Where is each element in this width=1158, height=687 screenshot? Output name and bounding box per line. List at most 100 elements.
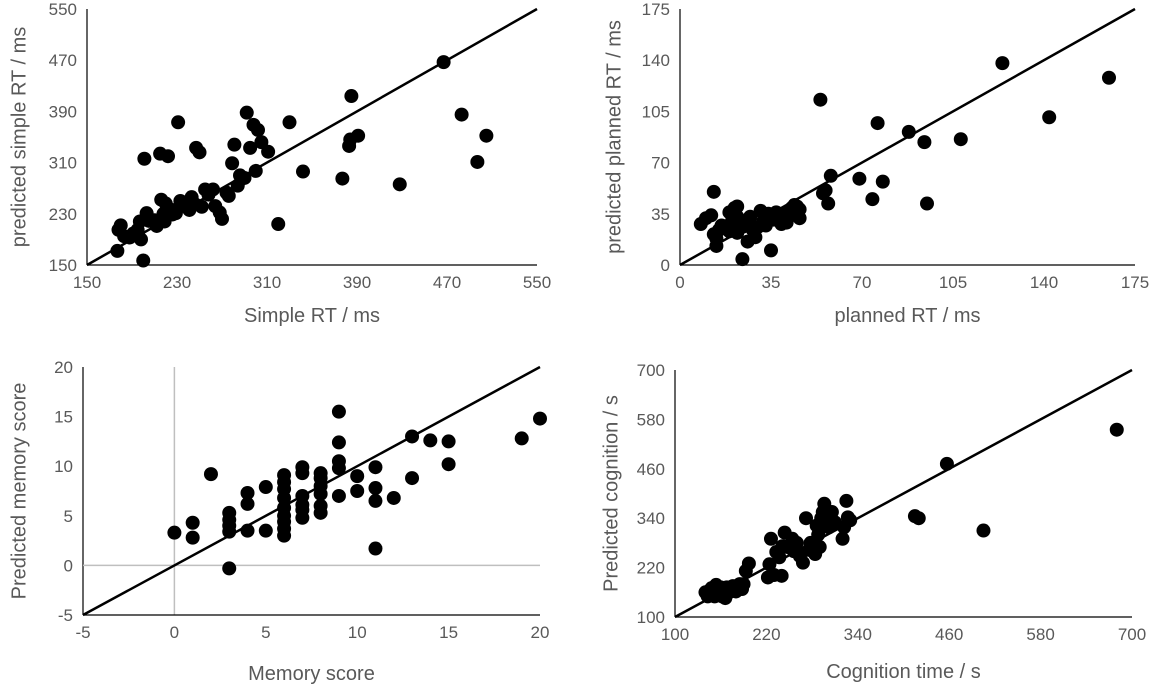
data-point: [271, 217, 286, 232]
data-point: [350, 469, 365, 484]
x-tick-label: 470: [433, 273, 461, 292]
data-point: [368, 481, 383, 496]
x-tick-label: 20: [531, 623, 550, 642]
x-tick-label: 230: [163, 273, 191, 292]
data-point: [351, 128, 366, 143]
data-point: [852, 171, 867, 186]
panel-simple-rt: 150 230 310 390 470 550 150 230 310 390 470 550 Simp…: [8, 0, 551, 327]
data-point: [811, 527, 826, 542]
data-point: [240, 523, 255, 538]
x-tick-label: 70: [853, 273, 872, 292]
data-point: [835, 531, 850, 546]
data-point: [161, 149, 175, 164]
y-axis-title: predicted simple RT / ms: [8, 27, 30, 247]
data-point: [243, 140, 258, 155]
data-point: [812, 540, 827, 555]
data-point: [709, 238, 724, 253]
data-point: [258, 523, 273, 538]
data-point: [136, 253, 151, 268]
data-point: [1102, 70, 1116, 85]
y-tick-label: 700: [637, 361, 665, 380]
x-tick-label: 310: [253, 273, 281, 292]
data-point: [368, 460, 383, 475]
data-point: [405, 471, 420, 486]
data-point: [110, 243, 125, 258]
data-point: [185, 515, 200, 530]
y-tick-label: 230: [49, 205, 77, 224]
x-tick-label: 700: [1118, 625, 1146, 644]
data-point: [436, 55, 451, 70]
data-point: [763, 531, 778, 546]
y-tick-label: 390: [49, 102, 77, 121]
x-tick-label: 220: [752, 625, 780, 644]
x-tick-label: 150: [73, 273, 101, 292]
x-tick-label: 35: [762, 273, 781, 292]
data-point: [240, 496, 255, 511]
data-point: [736, 577, 751, 592]
data-point: [843, 513, 858, 528]
data-point: [251, 122, 265, 137]
data-point: [222, 561, 237, 576]
data-point: [839, 493, 854, 508]
x-tick-label: 460: [935, 625, 963, 644]
data-point: [706, 184, 721, 199]
data-point: [239, 105, 254, 120]
data-point: [137, 151, 152, 166]
data-point: [779, 215, 794, 230]
data-point: [192, 145, 207, 160]
x-axis-title: Memory score: [248, 663, 375, 685]
data-point: [741, 556, 756, 571]
x-tick-label: -5: [75, 623, 90, 642]
y-axis-title: Predicted memory score: [8, 383, 30, 600]
data-point: [295, 488, 310, 503]
data-point: [792, 202, 807, 217]
y-tick-label: 100: [637, 608, 665, 627]
data-point: [821, 196, 836, 211]
data-point: [774, 568, 789, 583]
identity-line: [674, 368, 1133, 619]
y-tick-label: 70: [651, 154, 670, 173]
data-point: [405, 429, 420, 444]
data-point: [423, 433, 438, 448]
data-point: [704, 208, 719, 223]
data-point: [995, 56, 1010, 71]
data-point: [392, 177, 407, 192]
data-point: [920, 196, 934, 211]
data-point: [222, 505, 237, 520]
x-tick-label: 390: [343, 273, 371, 292]
x-tick-label: 15: [439, 623, 458, 642]
y-tick-label: 10: [54, 457, 73, 476]
x-tick-label: 105: [939, 273, 967, 292]
x-tick-label: 140: [1030, 273, 1058, 292]
data-point: [743, 209, 758, 224]
data-point: [953, 132, 968, 147]
panel-cognition-time: 100 220 340 460 580 700 100 220 340 460 580 700 Cogn…: [600, 361, 1146, 683]
y-tick-label: 5: [64, 507, 73, 526]
data-point: [185, 530, 200, 545]
panel-memory-score: -5 0 5 10 15 20 -5 0 5 10 15 20 Memory score Predicte…: [8, 358, 549, 685]
data-point: [331, 435, 346, 450]
y-tick-label: 580: [637, 410, 665, 429]
data-point: [368, 493, 383, 508]
data-point: [331, 454, 346, 469]
data-point: [441, 434, 456, 449]
data-point: [533, 411, 547, 426]
x-tick-label: 5: [261, 623, 270, 642]
y-tick-label: 140: [642, 51, 670, 70]
data-point: [331, 404, 346, 419]
data-point: [470, 154, 485, 169]
data-point: [386, 490, 401, 505]
data-point: [221, 188, 236, 203]
data-point: [313, 466, 328, 481]
data-point: [368, 541, 383, 556]
data-point: [870, 116, 885, 131]
y-axis-title: predicted planned RT / ms: [603, 20, 625, 254]
y-tick-label: 460: [637, 460, 665, 479]
data-point: [313, 498, 328, 513]
data-point: [730, 199, 745, 214]
data-point: [277, 500, 292, 515]
data-point: [772, 550, 787, 565]
y-tick-label: 175: [642, 0, 670, 19]
data-point: [227, 137, 242, 152]
x-axis-title: Cognition time / s: [826, 661, 981, 683]
